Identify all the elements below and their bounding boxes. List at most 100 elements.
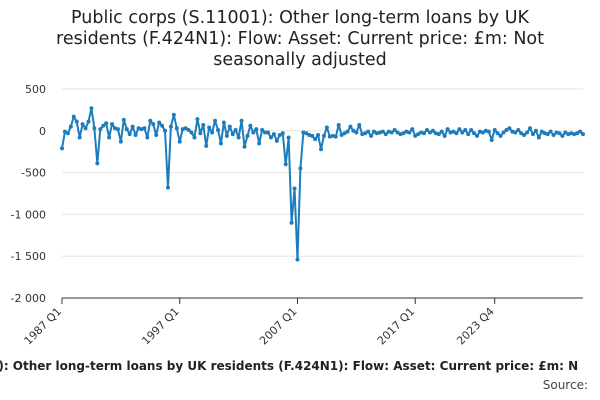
data-point[interactable] (492, 127, 497, 132)
data-point[interactable] (472, 131, 477, 136)
data-point[interactable] (486, 129, 491, 134)
data-point[interactable] (522, 132, 527, 137)
data-point[interactable] (578, 129, 583, 134)
data-point[interactable] (216, 127, 221, 132)
data-point[interactable] (101, 123, 106, 128)
data-point[interactable] (463, 127, 468, 132)
data-point[interactable] (236, 135, 241, 140)
data-point[interactable] (410, 127, 415, 132)
data-point[interactable] (313, 137, 318, 142)
data-point[interactable] (413, 133, 418, 138)
data-point[interactable] (213, 118, 218, 123)
data-point[interactable] (545, 132, 550, 137)
data-point[interactable] (121, 117, 126, 122)
data-point[interactable] (195, 117, 200, 122)
data-point[interactable] (298, 166, 303, 171)
data-point[interactable] (563, 130, 568, 135)
data-point[interactable] (130, 124, 135, 129)
data-point[interactable] (204, 143, 209, 148)
data-point[interactable] (107, 135, 112, 140)
data-point[interactable] (157, 120, 162, 125)
data-point[interactable] (283, 162, 288, 167)
data-point[interactable] (280, 131, 285, 136)
data-point[interactable] (513, 130, 518, 135)
data-point[interactable] (80, 122, 85, 127)
data-point[interactable] (480, 130, 485, 135)
data-point[interactable] (142, 126, 147, 131)
data-point[interactable] (227, 124, 232, 129)
data-point[interactable] (319, 147, 324, 152)
data-point[interactable] (133, 132, 138, 137)
data-point[interactable] (321, 133, 326, 138)
data-point[interactable] (380, 129, 385, 134)
data-point[interactable] (363, 131, 368, 136)
data-point[interactable] (89, 106, 94, 111)
data-point[interactable] (62, 129, 67, 134)
data-point[interactable] (274, 138, 279, 143)
data-point[interactable] (260, 127, 265, 132)
data-point[interactable] (354, 130, 359, 135)
data-point[interactable] (218, 141, 223, 146)
data-point[interactable] (248, 123, 253, 128)
data-point[interactable] (525, 130, 530, 135)
data-point[interactable] (451, 129, 456, 134)
data-point[interactable] (245, 133, 250, 138)
data-point[interactable] (304, 131, 309, 136)
data-point[interactable] (348, 124, 353, 129)
data-point[interactable] (557, 131, 562, 136)
data-point[interactable] (74, 119, 79, 124)
data-point[interactable] (118, 139, 123, 144)
data-point[interactable] (551, 132, 556, 137)
data-point[interactable] (454, 131, 459, 136)
data-point[interactable] (224, 133, 229, 138)
data-point[interactable] (395, 130, 400, 135)
data-point[interactable] (339, 132, 344, 137)
data-point[interactable] (422, 131, 427, 136)
data-point[interactable] (177, 139, 182, 144)
data-point[interactable] (436, 132, 441, 137)
data-point[interactable] (430, 128, 435, 133)
data-point[interactable] (95, 161, 100, 166)
data-point[interactable] (389, 130, 394, 135)
data-point[interactable] (498, 133, 503, 138)
data-point[interactable] (466, 132, 471, 137)
data-point[interactable] (257, 141, 262, 146)
data-point[interactable] (233, 127, 238, 132)
data-point[interactable] (369, 133, 374, 138)
data-point[interactable] (581, 132, 585, 137)
data-point[interactable] (115, 127, 120, 132)
data-point[interactable] (310, 133, 315, 138)
data-point[interactable] (83, 126, 88, 131)
data-point[interactable] (336, 122, 341, 127)
data-point[interactable] (333, 134, 338, 139)
data-point[interactable] (342, 131, 347, 136)
data-point[interactable] (295, 257, 300, 262)
data-point[interactable] (86, 119, 91, 124)
data-point[interactable] (475, 133, 480, 138)
data-point[interactable] (424, 127, 429, 132)
data-point[interactable] (516, 127, 521, 132)
data-point[interactable] (439, 129, 444, 134)
data-point[interactable] (230, 132, 235, 137)
data-point[interactable] (504, 127, 509, 132)
data-point[interactable] (548, 129, 553, 134)
data-point[interactable] (242, 144, 247, 149)
data-point[interactable] (239, 118, 244, 123)
data-point[interactable] (151, 122, 156, 127)
data-point[interactable] (171, 112, 176, 117)
data-point[interactable] (160, 123, 165, 128)
data-point[interactable] (60, 146, 64, 151)
data-point[interactable] (539, 129, 544, 134)
data-point[interactable] (127, 132, 132, 137)
data-point[interactable] (77, 135, 82, 140)
data-point[interactable] (207, 125, 212, 130)
data-point[interactable] (560, 133, 565, 138)
data-point[interactable] (530, 132, 535, 137)
data-point[interactable] (289, 220, 294, 225)
data-point[interactable] (407, 130, 412, 135)
data-point[interactable] (575, 131, 580, 136)
data-point[interactable] (68, 124, 73, 129)
data-point[interactable] (92, 126, 97, 131)
data-point[interactable] (183, 126, 188, 131)
data-point[interactable] (372, 129, 377, 134)
